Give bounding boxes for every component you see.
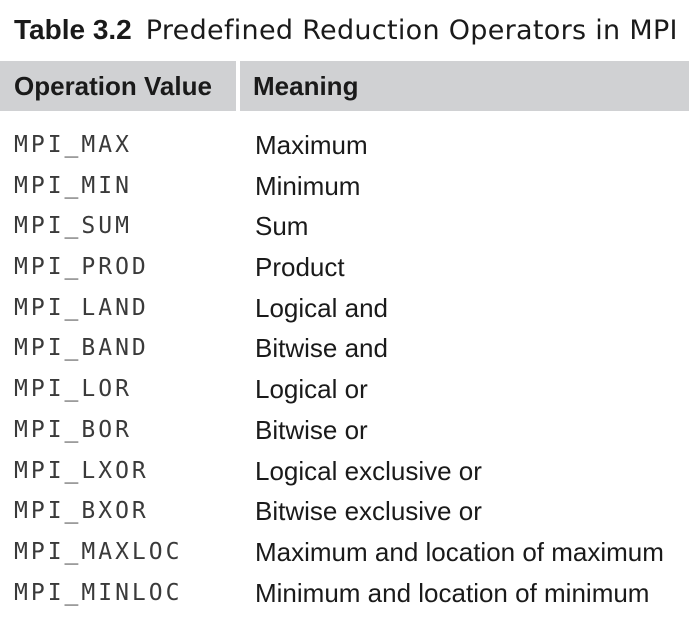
meaning-cell: Minimum — [255, 170, 361, 201]
table-row: MPI_BXOR Bitwise exclusive or — [0, 491, 689, 532]
table-row: MPI_PROD Product — [0, 247, 689, 288]
meaning-cell: Bitwise or — [255, 414, 368, 445]
table-row: MPI_BOR Bitwise or — [0, 410, 689, 451]
operation-value-cell: MPI_PROD — [14, 254, 149, 281]
operation-value-cell: MPI_MAXLOC — [14, 538, 183, 565]
table-number: Table 3.2 — [14, 14, 132, 45]
table-row: MPI_MAX Maximum — [0, 125, 689, 166]
table-row: MPI_MINLOC Minimum and location of minim… — [0, 573, 689, 614]
meaning-cell: Maximum and location of maximum — [255, 536, 664, 567]
operation-value-cell: MPI_SUM — [14, 213, 132, 240]
operation-value-cell: MPI_LXOR — [14, 457, 149, 484]
table-title: Predefined Reduction Operators in MPI — [145, 15, 678, 46]
table-row: MPI_LXOR Logical exclusive or — [0, 451, 689, 492]
meaning-cell: Product — [255, 252, 345, 283]
table-caption: Table 3.2 Predefined Reduction Operators… — [14, 14, 678, 54]
header-operation-value: Operation Value — [0, 61, 236, 111]
operation-value-cell: MPI_LAND — [14, 294, 149, 321]
operation-value-cell: MPI_LOR — [14, 376, 132, 403]
operation-value-cell: MPI_MAX — [14, 132, 132, 158]
table-row: MPI_BAND Bitwise and — [0, 328, 689, 369]
table-row: MPI_MAXLOC Maximum and location of maxim… — [0, 532, 689, 573]
table-header: Operation Value Meaning — [0, 61, 689, 111]
operation-value-cell: MPI_MINLOC — [14, 579, 183, 606]
meaning-cell: Logical or — [255, 374, 368, 405]
meaning-cell: Bitwise and — [255, 333, 388, 364]
header-meaning: Meaning — [240, 61, 689, 111]
operation-value-cell: MPI_MIN — [14, 172, 132, 199]
operation-value-cell: MPI_BXOR — [14, 498, 149, 525]
table-body: MPI_MAX Maximum MPI_MIN Minimum MPI_SUM … — [0, 125, 689, 613]
meaning-cell: Logical and — [255, 292, 388, 323]
operation-value-cell: MPI_BOR — [14, 416, 132, 443]
meaning-cell: Logical exclusive or — [255, 455, 482, 486]
operation-value-cell: MPI_BAND — [14, 335, 149, 362]
table-row: MPI_LAND Logical and — [0, 288, 689, 329]
table-row: MPI_LOR Logical or — [0, 369, 689, 410]
meaning-cell: Bitwise exclusive or — [255, 496, 482, 527]
meaning-cell: Maximum — [255, 130, 368, 160]
table-row: MPI_MIN Minimum — [0, 166, 689, 207]
meaning-cell: Minimum and location of minimum — [255, 577, 650, 608]
meaning-cell: Sum — [255, 211, 309, 242]
table-row: MPI_SUM Sum — [0, 206, 689, 247]
